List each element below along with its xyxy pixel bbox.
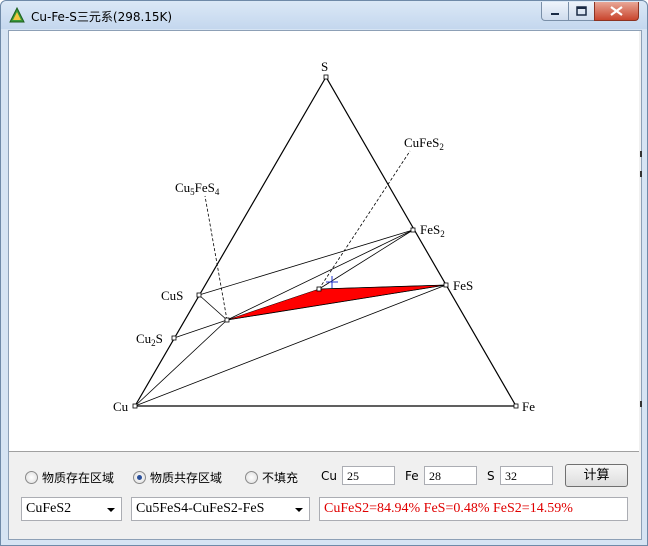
title-bar: Cu-Fe-S三元系(298.15K) <box>1 1 647 29</box>
tie-lines <box>134 229 447 407</box>
edge-tick <box>640 171 642 177</box>
radio-coexistence-region[interactable] <box>133 471 146 484</box>
cu-input[interactable]: 25 <box>342 466 395 485</box>
radio-no-fill-label[interactable]: 不填充 <box>262 471 299 485</box>
close-button[interactable] <box>594 2 639 21</box>
vertex-label-cu: Cu <box>113 399 129 414</box>
substance-select[interactable]: CuFeS2 <box>21 497 122 521</box>
vertex-label-s: S <box>321 59 328 74</box>
chevron-down-icon <box>107 508 115 512</box>
close-icon <box>610 6 623 16</box>
s-label: S <box>487 469 495 483</box>
compute-button[interactable]: 计算 <box>565 464 628 487</box>
ternary-diagram-canvas[interactable]: S Cu Fe CuFeS2 Cu5FeS4 FeS2 CuS FeS Cu2S <box>9 31 642 452</box>
result-display: CuFeS2=84.94% FeS=0.48% FeS2=14.59% <box>319 497 628 521</box>
triangle-app-icon <box>9 7 25 23</box>
ternary-diagram: S Cu Fe CuFeS2 Cu5FeS4 FeS2 CuS FeS Cu2S <box>113 59 535 414</box>
composition-marker <box>326 276 338 288</box>
fe-label: Fe <box>405 469 419 483</box>
radio-selected-dot <box>137 475 142 480</box>
edge-tick <box>640 151 642 157</box>
substance-select-value: CuFeS2 <box>26 501 72 516</box>
minimize-icon <box>551 13 559 15</box>
region-select[interactable]: Cu5FeS4-CuFeS2-FeS <box>131 497 310 521</box>
label-leaders <box>204 150 411 321</box>
label-cu5fes4: Cu5FeS4 <box>175 180 220 197</box>
edge-tick <box>640 401 642 407</box>
radio-coexistence-region-label[interactable]: 物质共存区域 <box>150 471 223 485</box>
phase-points <box>132 74 519 409</box>
label-cus: CuS <box>161 288 183 303</box>
client-area: S Cu Fe CuFeS2 Cu5FeS4 FeS2 CuS FeS Cu2S… <box>8 30 642 540</box>
cu-label: Cu <box>321 469 337 483</box>
fe-input[interactable]: 28 <box>424 466 477 485</box>
label-cu2s: Cu2S <box>136 331 163 348</box>
minimize-button[interactable] <box>541 2 569 21</box>
triangle-outline <box>133 75 518 407</box>
label-fes: FeS <box>453 278 473 293</box>
region-select-value: Cu5FeS4-CuFeS2-FeS <box>136 501 265 516</box>
radio-no-fill[interactable] <box>245 471 258 484</box>
label-cufes2: CuFeS2 <box>404 135 444 152</box>
window-title: Cu-Fe-S三元系(298.15K) <box>31 10 173 24</box>
vertex-label-fe: Fe <box>522 399 535 414</box>
s-input[interactable]: 32 <box>500 466 553 485</box>
radio-existence-region[interactable] <box>25 471 38 484</box>
chevron-down-icon <box>295 508 303 512</box>
radio-existence-region-label[interactable]: 物质存在区域 <box>42 471 115 485</box>
maximize-icon <box>576 6 587 16</box>
maximize-button[interactable] <box>568 2 595 21</box>
label-fes2: FeS2 <box>420 222 445 239</box>
